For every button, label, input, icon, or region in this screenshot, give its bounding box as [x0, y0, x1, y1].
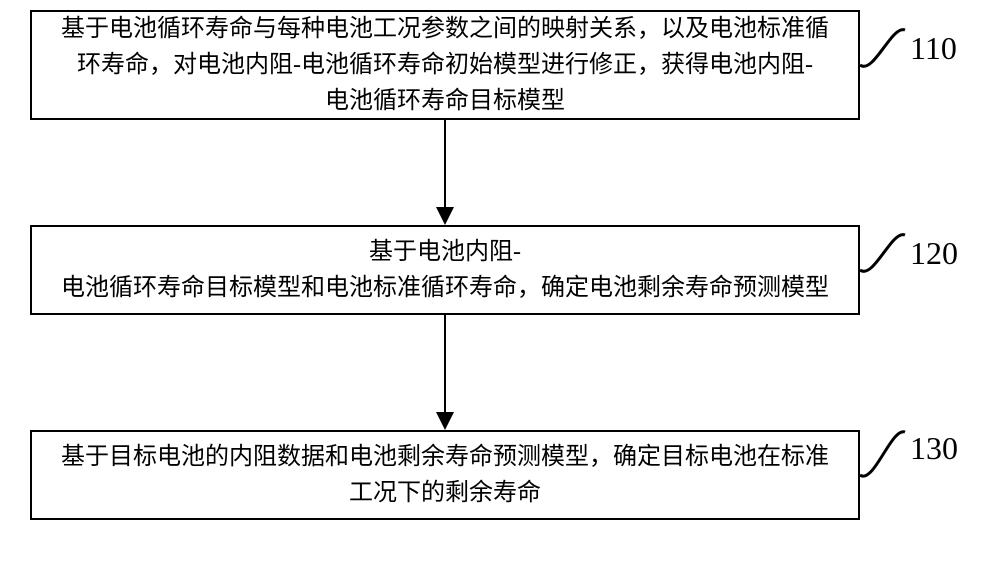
flowchart-canvas: 基于电池循环寿命与每种电池工况参数之间的映射关系，以及电池标准循环寿命，对电池内…	[0, 0, 1000, 561]
flow-arrow-0	[444, 120, 446, 207]
arrow-head-icon	[436, 412, 454, 430]
leader-line-step-110	[855, 25, 920, 80]
arrow-head-icon	[436, 207, 454, 225]
flow-node-step-120: 基于电池内阻-电池循环寿命目标模型和电池标准循环寿命，确定电池剩余寿命预测模型	[30, 225, 860, 315]
flow-node-text: 基于目标电池的内阻数据和电池剩余寿命预测模型，确定目标电池在标准工况下的剩余寿命	[61, 439, 829, 511]
flow-node-text: 基于电池内阻-电池循环寿命目标模型和电池标准循环寿命，确定电池剩余寿命预测模型	[61, 234, 829, 306]
flow-arrow-1	[444, 315, 446, 412]
flow-node-text: 基于电池循环寿命与每种电池工况参数之间的映射关系，以及电池标准循环寿命，对电池内…	[61, 11, 829, 119]
leader-line-step-120	[855, 230, 920, 285]
flow-node-step-110: 基于电池循环寿命与每种电池工况参数之间的映射关系，以及电池标准循环寿命，对电池内…	[30, 10, 860, 120]
flow-node-step-130: 基于目标电池的内阻数据和电池剩余寿命预测模型，确定目标电池在标准工况下的剩余寿命	[30, 430, 860, 520]
leader-line-step-130	[855, 427, 920, 490]
